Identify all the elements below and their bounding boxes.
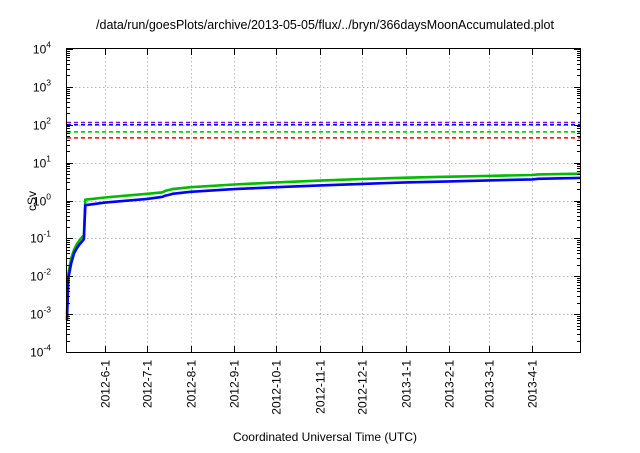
x-tick-label: 2013-1-1 — [400, 360, 414, 408]
x-tick-label: 2013-3-1 — [483, 360, 497, 408]
y-tick-label: 101 — [33, 154, 51, 171]
y-tick-label: 10-3 — [30, 305, 51, 322]
y-tick-labels: 10-4 10-3 10-2 10-1 100 101 102 103 104 — [30, 40, 51, 360]
grid — [67, 49, 580, 352]
plot-series — [65, 121, 581, 321]
x-tick-label: 2012-6-1 — [99, 360, 113, 408]
plot-frame — [66, 48, 581, 353]
x-tick-label: 2012-9-1 — [228, 360, 242, 408]
chart-title: /data/run/goesPlots/archive/2013-05-05/f… — [96, 18, 554, 32]
y-tick-label: 103 — [33, 78, 51, 95]
x-tick-label: 2012-10-1 — [270, 360, 284, 415]
y-tick-label: 10-4 — [30, 343, 51, 360]
x-tick-label: 2012-11-1 — [314, 360, 328, 414]
series-line — [65, 176, 581, 321]
axis-ticks — [67, 49, 580, 353]
x-tick-label: 2013-2-1 — [443, 360, 457, 408]
x-tick-label: 2012-8-1 — [185, 360, 199, 408]
x-tick-labels: 2012-6-1 2012-7-1 2012-8-1 2012-9-1 2012-10-… — [99, 360, 540, 415]
y-tick-label: 100 — [33, 192, 51, 209]
series-line — [65, 172, 581, 315]
y-tick-label: 104 — [33, 40, 51, 57]
y-tick-label: 10-2 — [30, 267, 51, 284]
x-tick-label: 2012-7-1 — [141, 360, 155, 408]
x-axis-label: Coordinated Universal Time (UTC) — [233, 430, 417, 444]
x-tick-label: 2012-12-1 — [356, 360, 370, 415]
y-axis-label: cSv — [25, 191, 39, 211]
x-tick-label: 2013-4-1 — [526, 360, 540, 408]
y-tick-label: 102 — [33, 116, 51, 133]
y-tick-label: 10-1 — [30, 229, 51, 246]
